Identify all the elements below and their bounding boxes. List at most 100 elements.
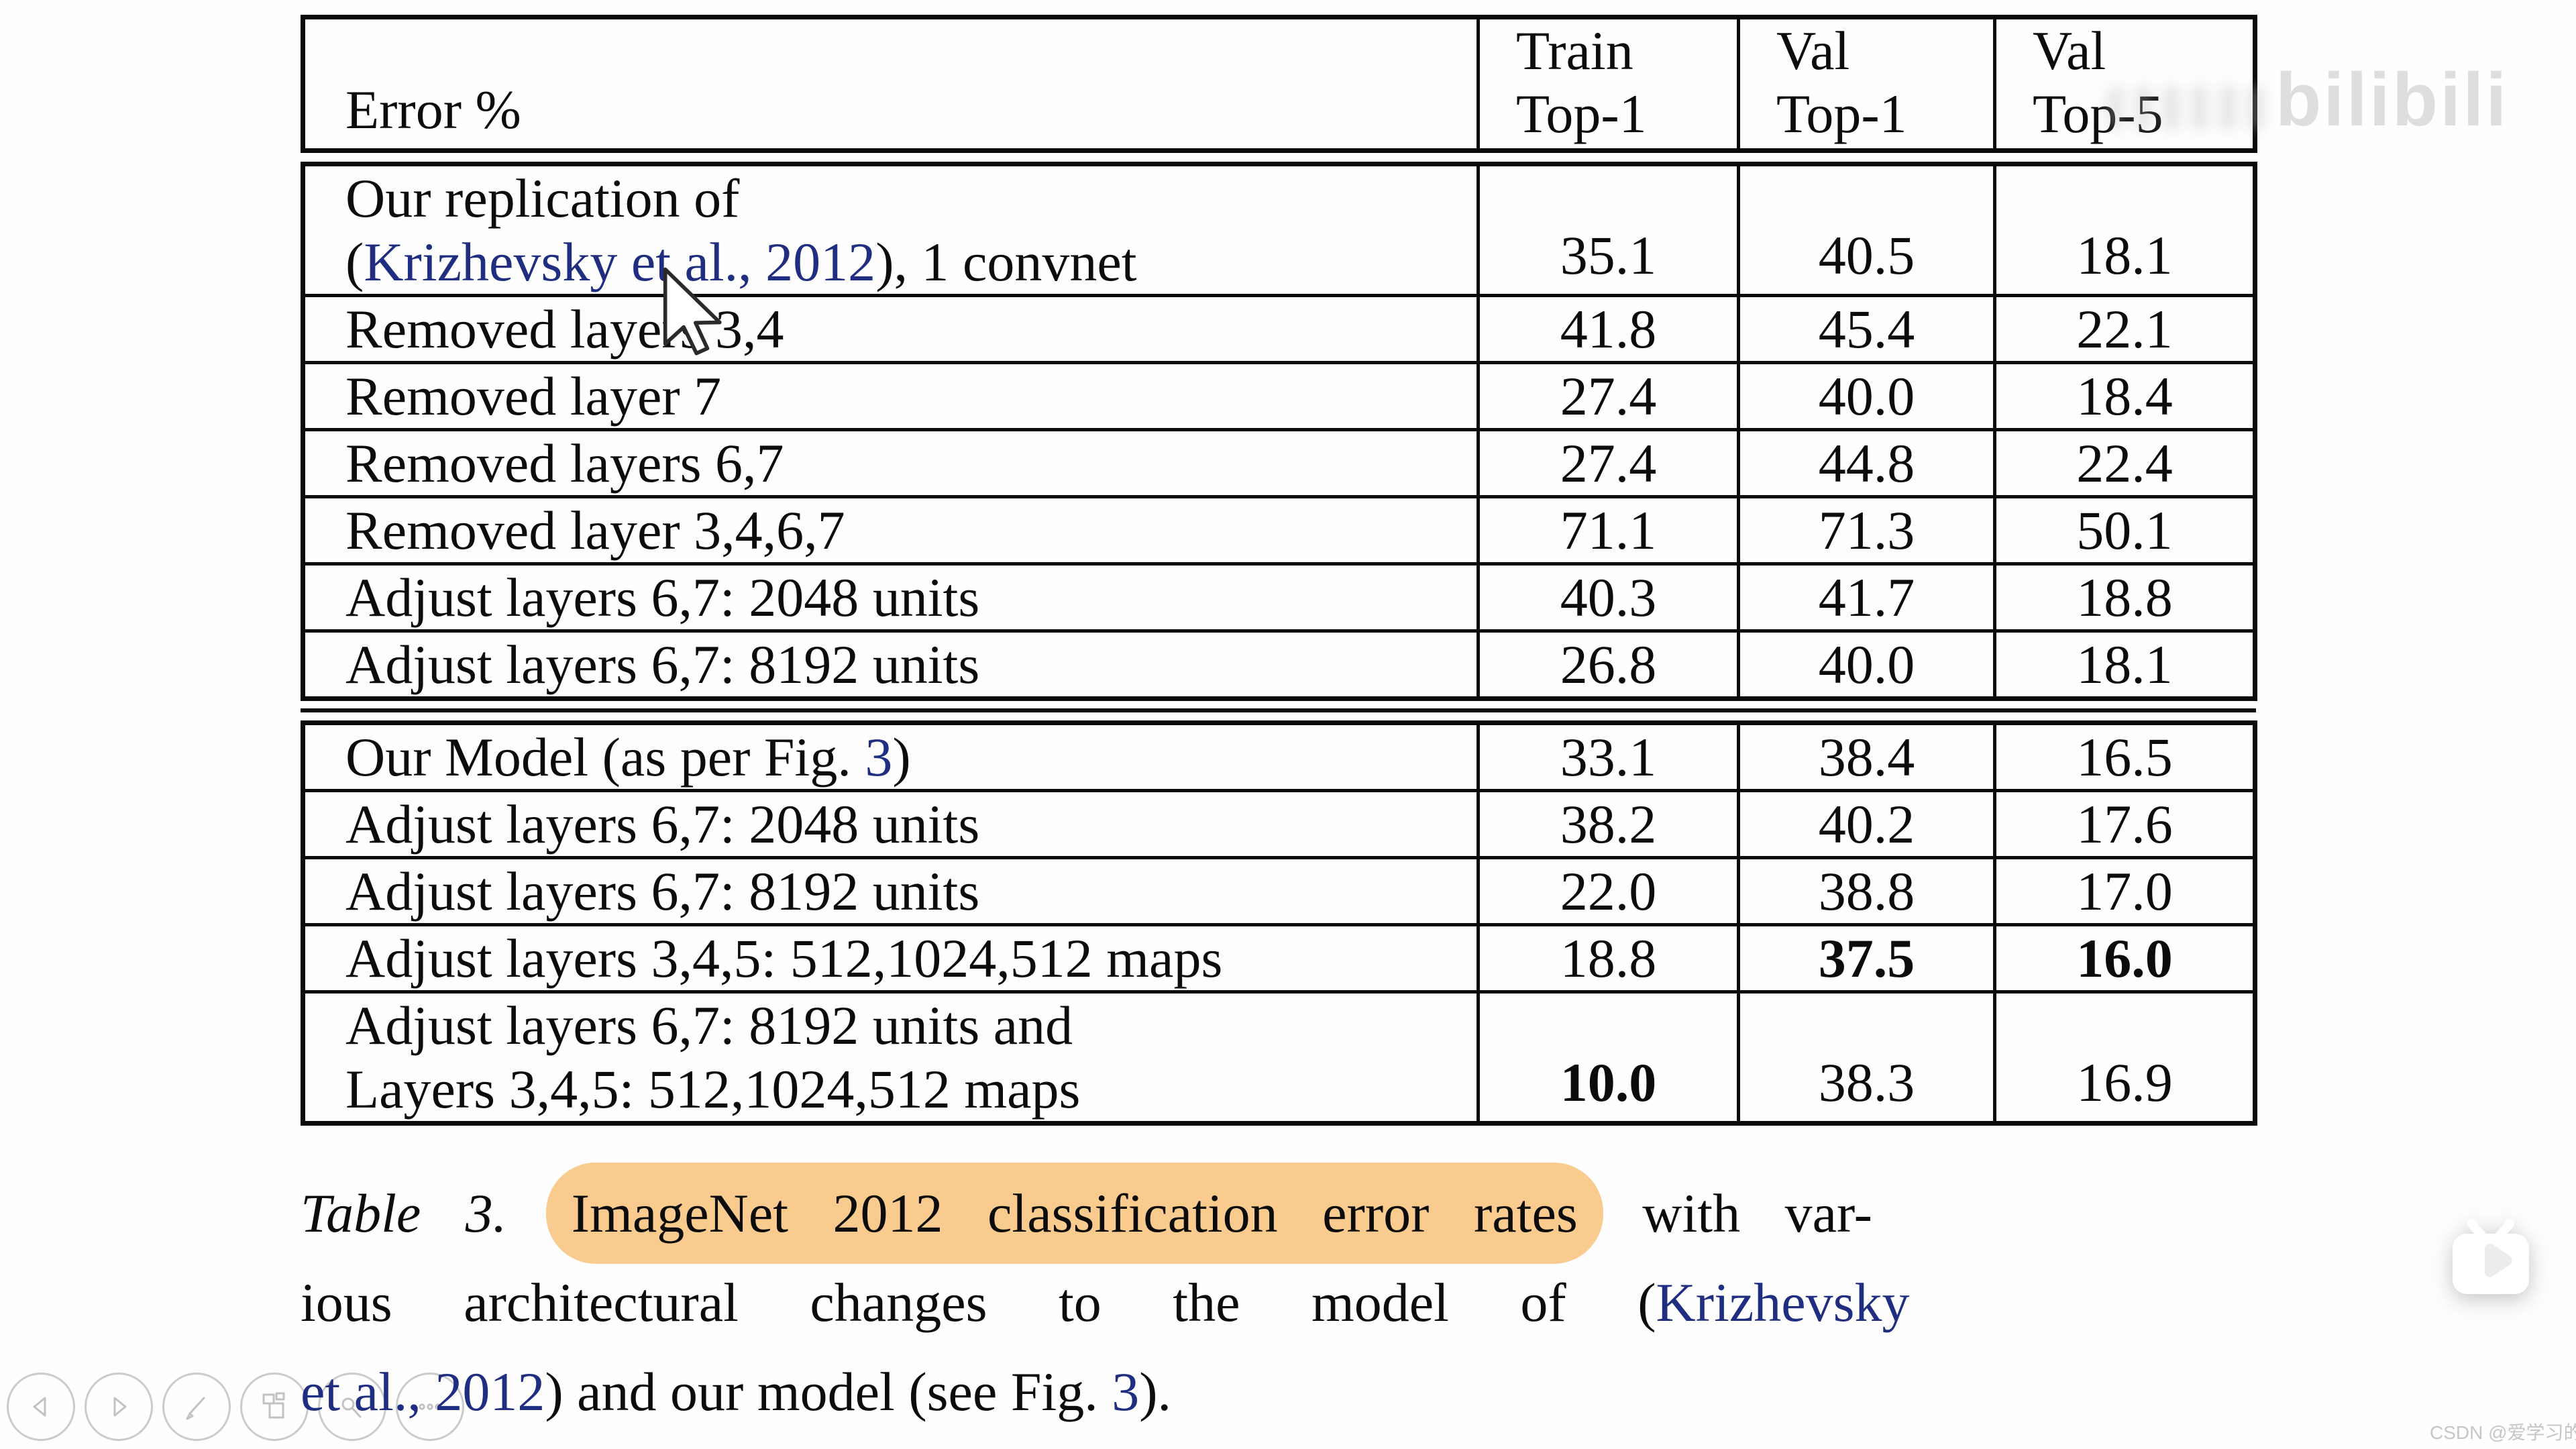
text-segment: ) (892, 727, 911, 788)
eraser-icon (341, 1397, 362, 1418)
table-row: Adjust layers 6,7: 2048 units 40.3 41.7 18.… (301, 562, 2257, 633)
row-label-cell: Removed layers 3,4 (301, 294, 1480, 364)
citation-link[interactable]: Krizhevsky et al., 2012 (364, 231, 876, 292)
error-value-cell: 40.2 (1737, 789, 1996, 859)
error-value-cell: 38.8 (1737, 856, 1996, 926)
triangle-left-icon (33, 1397, 46, 1417)
error-value: 10.0 (1560, 1052, 1657, 1113)
uploader-watermark-smear (2106, 86, 2267, 130)
error-value-cell: 38.3 (1737, 990, 1996, 1125)
table-row: Adjust layers 6,7: 8192 units and Layers … (301, 990, 2257, 1125)
row-label-line: Our Model (as per Fig. 3) (345, 727, 1475, 788)
row-label-cell: Adjust layers 6,7: 8192 units and Layers … (301, 990, 1480, 1125)
table-caption: Table 3. ImageNet 2012 classification er… (301, 1163, 2179, 1436)
error-value-cell: 38.2 (1477, 789, 1740, 859)
text-segment: ious architectural changes to the model … (301, 1272, 1656, 1333)
text-segment: Removed layer 3,4,6,7 (345, 500, 845, 561)
error-value-cell: 17.6 (1993, 789, 2257, 859)
text-segment: Our replication of (345, 168, 740, 229)
row-label-line: Adjust layers 6,7: 2048 units (345, 794, 1475, 855)
row-label-cell: Adjust layers 6,7: 2048 units (301, 789, 1480, 859)
text-segment: Removed layers 3,4 (345, 299, 784, 360)
csdn-watermark: CSDN @爱学习的书文 (2430, 1422, 2576, 1443)
error-value: 40.0 (1818, 633, 1915, 695)
row-label-line: Adjust layers 3,4,5: 512,1024,512 maps (345, 928, 1475, 989)
text-segment: Adjust layers 6,7: 2048 units (345, 794, 980, 855)
row-label-line: Layers 3,4,5: 512,1024,512 maps (345, 1057, 1475, 1120)
header-line: Top-1 (1776, 83, 1907, 144)
player-pen-button[interactable] (162, 1373, 231, 1441)
text-segment: with var- (1597, 1183, 1872, 1244)
error-value: 22.1 (2076, 298, 2173, 360)
header-line: Top-1 (1516, 83, 1647, 144)
error-value-cell: 35.1 (1477, 162, 1740, 297)
error-value: 38.8 (1818, 860, 1915, 922)
text-segment: Layers 3,4,5: 512,1024,512 maps (345, 1059, 1081, 1120)
text-segment: Adjust layers 6,7: 8192 units (345, 861, 980, 922)
text-segment: Adjust layers 3,4,5: 512,1024,512 maps (345, 928, 1223, 989)
error-value: 18.4 (2076, 365, 2173, 427)
dots-icon (419, 1403, 441, 1410)
player-previous-button[interactable] (7, 1373, 75, 1441)
error-value: 38.2 (1560, 793, 1657, 855)
error-value-cell: 33.1 (1477, 721, 1740, 792)
error-value: 35.1 (1560, 225, 1657, 286)
results-table-header: Error % Train Top-1 Val Top-1 Val Top-5 (301, 15, 2257, 153)
error-value: 16.0 (2076, 927, 2173, 989)
player-eraser-button[interactable] (318, 1373, 386, 1441)
error-value-cell: 41.8 (1477, 294, 1740, 364)
row-label-cell: Removed layers 6,7 (301, 428, 1480, 498)
error-value: 50.1 (2076, 499, 2173, 561)
row-label-line: Adjust layers 6,7: 2048 units (345, 567, 1475, 628)
text-segment: ) and our model (see Fig. (545, 1361, 1112, 1422)
error-value: 26.8 (1560, 633, 1657, 695)
row-label-line: Removed layer 7 (345, 366, 1475, 427)
text-segment: Our Model (as per Fig. (345, 727, 865, 788)
citation-link[interactable]: 3 (1112, 1361, 1140, 1422)
error-value-cell: 71.3 (1737, 495, 1996, 566)
error-value: 44.8 (1818, 432, 1915, 494)
row-label-cell: Adjust layers 6,7: 8192 units (301, 856, 1480, 926)
player-next-button[interactable] (85, 1373, 153, 1441)
error-value-cell: 18.4 (1993, 361, 2257, 431)
error-value: 22.0 (1560, 860, 1657, 922)
header-error-label: Error % (301, 15, 1480, 152)
citation-link[interactable]: 3 (865, 727, 893, 788)
caption-line: ious architectural changes to the model … (301, 1258, 2179, 1347)
text-segment: Removed layers 6,7 (345, 433, 784, 494)
player-more-button[interactable] (396, 1373, 464, 1441)
text-segment: ). (1139, 1361, 1172, 1422)
row-label-cell: Adjust layers 6,7: 8192 units (301, 629, 1480, 700)
caption-label: Table 3. (301, 1183, 507, 1244)
row-label-line: Adjust layers 6,7: 8192 units and (345, 996, 1475, 1058)
text-segment: Adjust layers 6,7: 2048 units (345, 567, 980, 628)
bilibili-watermark: bilibili (2275, 58, 2509, 142)
header-line: Val (1776, 20, 1850, 81)
header-column-1: Train Top-1 (1477, 15, 1740, 152)
caption-line: Table 3. ImageNet 2012 classification er… (301, 1163, 2179, 1264)
error-value: 18.8 (1560, 927, 1657, 989)
error-value-cell: 10.0 (1477, 990, 1740, 1125)
error-value: 22.4 (2076, 432, 2173, 494)
error-value-cell: 40.0 (1737, 629, 1996, 700)
error-value: 41.7 (1818, 566, 1915, 628)
table-row: Removed layers 6,7 27.4 44.8 22.4 (301, 428, 2257, 498)
citation-link[interactable]: et al., 2012 (301, 1361, 545, 1422)
row-label-line: Adjust layers 6,7: 8192 units (345, 861, 1475, 922)
bilibili-tv-icon (2453, 1219, 2529, 1294)
error-value-cell: 16.9 (1993, 990, 2257, 1125)
player-slides-button[interactable] (240, 1373, 309, 1441)
slides-icon (262, 1392, 285, 1419)
error-value: 38.3 (1818, 1052, 1915, 1113)
citation-link[interactable]: Krizhevsky (1656, 1272, 1910, 1333)
caption-line: et al., 2012) and our model (see Fig. 3)… (301, 1347, 2179, 1436)
text-segment: ( (345, 231, 364, 292)
error-value-cell: 27.4 (1477, 361, 1740, 431)
table-row: Adjust layers 3,4,5: 512,1024,512 maps 18… (301, 923, 2257, 994)
results-table-block-2: Our Model (as per Fig. 3) 33.1 38.4 16.5 Adj… (301, 720, 2257, 1126)
header-column-3: Val Top-5 (1993, 15, 2257, 152)
error-value: 18.1 (2076, 633, 2173, 695)
table-row: Adjust layers 6,7: 8192 units 26.8 40.0 18.… (301, 629, 2257, 700)
table-row: Our Model (as per Fig. 3) 33.1 38.4 16.5 (301, 721, 2257, 792)
header-line: Train (1516, 20, 1633, 81)
